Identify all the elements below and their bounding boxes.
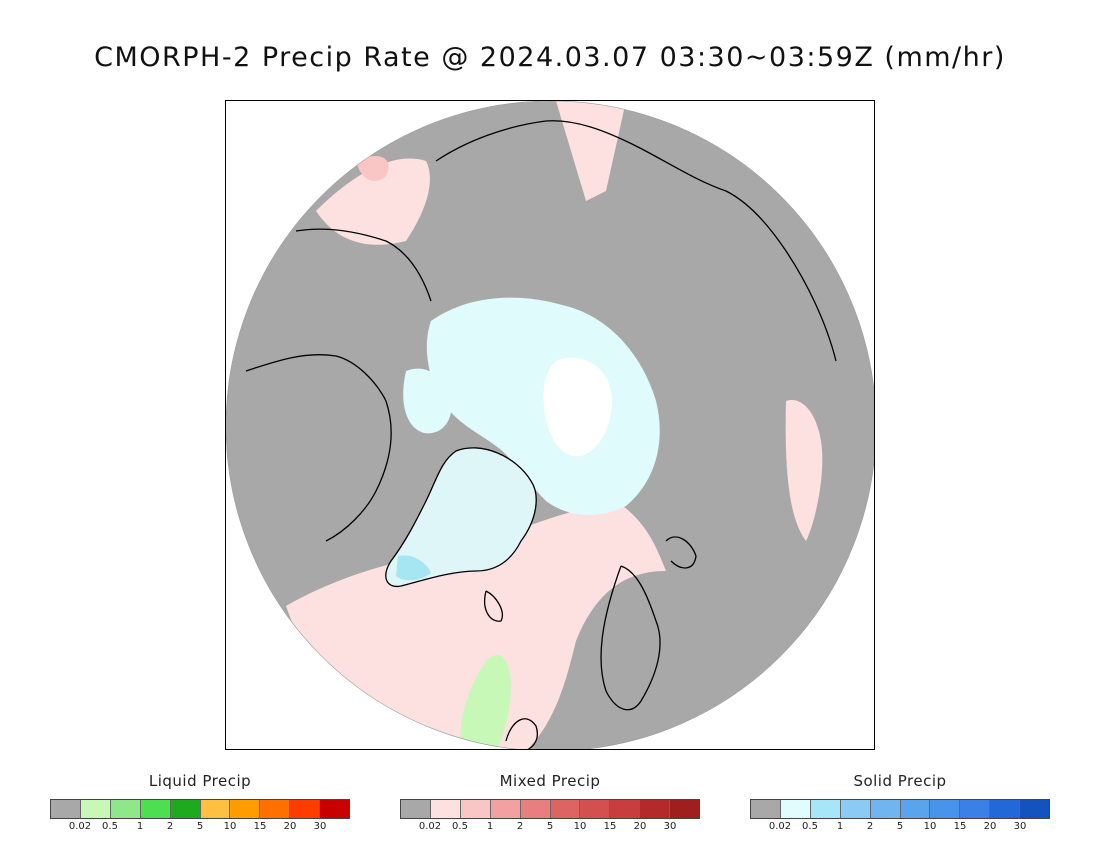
solid-precip-swatch xyxy=(1020,800,1050,818)
solid-precip-legend-title: Solid Precip xyxy=(853,772,947,790)
mixed-precip-swatch xyxy=(401,800,431,818)
mixed-precip-tick-label: 2 xyxy=(516,821,524,832)
liquid-precip-swatch xyxy=(260,800,291,818)
mixed-precip-swatch xyxy=(520,800,551,818)
pacific-mixed-precip xyxy=(316,158,430,245)
liquid-precip-swatch xyxy=(51,800,81,818)
mixed-precip-swatch xyxy=(670,800,700,818)
solid-precip-swatch xyxy=(840,800,871,818)
solid-precip-tick-label: 15 xyxy=(953,821,967,832)
solid-precip-swatch xyxy=(751,800,781,818)
mixed-precip-swatch xyxy=(490,800,521,818)
mixed-precip-tick-label: 1 xyxy=(486,821,494,832)
mixed-precip-legend: Mixed Precip 0.02 0.5 1 2 5 10 15 20 30 xyxy=(400,770,700,833)
solid-precip-tick-labels: 0.02 0.5 1 2 5 10 15 20 30 xyxy=(750,819,1050,833)
liquid-precip-tick-label: 15 xyxy=(253,821,267,832)
solid-precip-swatch xyxy=(870,800,901,818)
mixed-precip-swatch xyxy=(580,800,611,818)
solid-precip-tick-label: 0.02 xyxy=(768,821,792,832)
solid-precip-tick-label: 20 xyxy=(983,821,997,832)
greenland-east-snow xyxy=(396,555,431,581)
solid-precip-swatch xyxy=(990,800,1021,818)
liquid-precip-swatch xyxy=(320,800,350,818)
siberia-mixed-precip xyxy=(785,400,823,541)
polar-precip-map xyxy=(226,101,874,749)
mixed-precip-color-bar xyxy=(400,799,700,819)
arctic-ocean-snow xyxy=(426,297,660,516)
mixed-precip-tick-label: 15 xyxy=(603,821,617,832)
solid-precip-tick-label: 2 xyxy=(866,821,874,832)
map-title: CMORPH-2 Precip Rate @ 2024.03.07 03:30~… xyxy=(94,42,1006,73)
liquid-precip-swatch xyxy=(230,800,261,818)
solid-precip-tick-label: 10 xyxy=(923,821,937,832)
liquid-precip-tick-label: 1 xyxy=(136,821,144,832)
mixed-precip-tick-label: 30 xyxy=(663,821,677,832)
mixed-precip-swatch xyxy=(640,800,671,818)
liquid-precip-tick-labels: 0.02 0.5 1 2 5 10 15 20 30 xyxy=(50,819,350,833)
liquid-precip-tick-label: 0.5 xyxy=(102,821,118,832)
solid-precip-swatch xyxy=(900,800,931,818)
solid-precip-swatch xyxy=(810,800,841,818)
pole-no-data xyxy=(543,357,612,457)
liquid-precip-tick-label: 10 xyxy=(223,821,237,832)
mixed-precip-tick-labels: 0.02 0.5 1 2 5 10 15 20 30 xyxy=(400,819,700,833)
solid-precip-color-bar xyxy=(750,799,1050,819)
liquid-precip-tick-label: 30 xyxy=(313,821,327,832)
greenland-snow xyxy=(385,447,537,587)
liquid-precip-swatch xyxy=(290,800,321,818)
solid-precip-legend: Solid Precip 0.02 0.5 1 2 5 10 15 20 30 xyxy=(750,770,1050,833)
mixed-precip-swatch xyxy=(460,800,491,818)
liquid-precip-legend-title: Liquid Precip xyxy=(148,772,252,790)
canadian-archipelago-snow xyxy=(403,368,452,434)
mixed-precip-legend-title: Mixed Precip xyxy=(499,772,601,790)
solid-precip-swatch xyxy=(780,800,811,818)
mixed-precip-swatch xyxy=(610,800,641,818)
coastlines xyxy=(245,120,837,749)
liquid-precip-tick-label: 2 xyxy=(166,821,174,832)
solid-precip-swatch xyxy=(960,800,991,818)
solid-precip-swatch xyxy=(930,800,961,818)
liquid-precip-color-bar xyxy=(50,799,350,819)
solid-precip-tick-label: 1 xyxy=(836,821,844,832)
mixed-precip-tick-label: 0.02 xyxy=(418,821,442,832)
liquid-precip-swatch xyxy=(110,800,141,818)
liquid-precip-tick-label: 0.02 xyxy=(68,821,92,832)
solid-precip-tick-label: 30 xyxy=(1013,821,1027,832)
liquid-precip-swatch xyxy=(170,800,201,818)
solid-precip-tick-label: 0.5 xyxy=(802,821,818,832)
bering-mixed-precip xyxy=(556,101,626,201)
liquid-precip-swatch xyxy=(80,800,111,818)
liquid-precip-legend: Liquid Precip 0.02 0.5 1 2 5 10 15 20 30 xyxy=(50,770,350,833)
mixed-precip-tick-label: 20 xyxy=(633,821,647,832)
mixed-precip-tick-label: 0.5 xyxy=(452,821,468,832)
solid-precip-tick-label: 5 xyxy=(896,821,904,832)
mixed-precip-patch xyxy=(356,156,389,181)
liquid-precip-tick-label: 5 xyxy=(196,821,204,832)
map-panel xyxy=(225,100,875,750)
liquid-precip-tick-label: 20 xyxy=(283,821,297,832)
mixed-precip-tick-label: 10 xyxy=(573,821,587,832)
liquid-precip-swatch xyxy=(140,800,171,818)
north-atlantic-mixed-precip xyxy=(286,501,666,749)
mixed-precip-swatch xyxy=(430,800,461,818)
liquid-precip-swatch xyxy=(200,800,231,818)
mixed-precip-swatch xyxy=(550,800,581,818)
mixed-precip-tick-label: 5 xyxy=(546,821,554,832)
british-isles-rain xyxy=(460,655,511,749)
